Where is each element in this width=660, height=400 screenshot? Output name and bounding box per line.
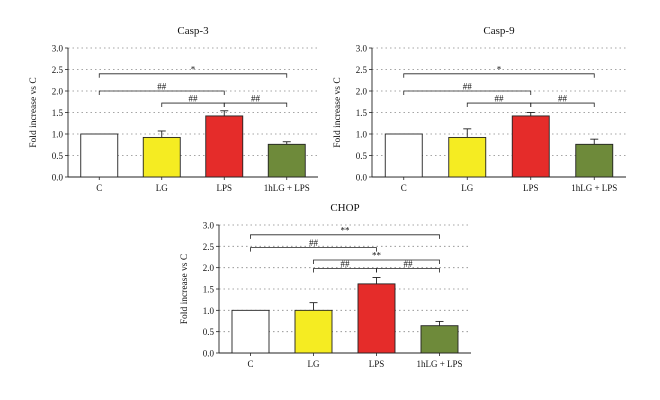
y-tick-label: 3.0	[356, 44, 368, 54]
x-tick-label: C	[401, 183, 407, 193]
significance-bracket	[98, 90, 225, 95]
y-tick-label: 2.5	[356, 65, 368, 75]
chart-panel-1: Casp-3 0.0 0.5 1.0 1.5 2.0 2.5 3.0 Fold increase…	[29, 25, 318, 193]
bar-3	[511, 115, 550, 178]
y-tick-label: 1.5	[52, 108, 64, 118]
significance-label: ##	[341, 259, 351, 269]
y-tick-label: 3.0	[52, 44, 64, 54]
x-tick-label: 1hLG + LPS	[416, 359, 462, 369]
y-tick-label: 0.5	[203, 327, 215, 337]
y-tick-label: 3.0	[203, 221, 215, 231]
significance-bracket	[250, 247, 377, 252]
x-tick-label: 1hLG + LPS	[264, 183, 310, 193]
y-tick-label: 0.0	[356, 173, 368, 183]
x-tick-label: 1hLG + LPS	[571, 183, 617, 193]
chart-panel-3: CHOP 0.0 0.5 1.0 1.5 2.0 2.5 3.0 Fold increase v…	[180, 202, 471, 369]
y-tick-label: 0.5	[52, 151, 64, 161]
significance-label: ##	[157, 82, 167, 92]
x-tick-label: C	[247, 359, 253, 369]
y-tick-label: 1.0	[356, 130, 368, 140]
y-tick-label: 2.5	[203, 242, 215, 252]
significance-bracket	[313, 259, 440, 264]
chart-panel-2: Casp-9 0.0 0.5 1.0 1.5 2.0 2.5 3.0 Fold increase…	[333, 25, 626, 193]
chart-title: Casp-3	[177, 25, 209, 37]
significance-bracket	[223, 102, 288, 108]
bar-4	[267, 143, 306, 178]
significance-label: ##	[251, 94, 261, 104]
bar-3	[357, 283, 396, 354]
significance-bracket	[403, 73, 595, 78]
x-tick-label: LPS	[216, 183, 232, 193]
chart-title: Casp-9	[483, 25, 515, 37]
y-axis-label: Fold increase vs C	[333, 77, 343, 147]
significance-label: *	[497, 64, 502, 74]
significance-bracket	[250, 234, 440, 239]
bar-2	[448, 136, 487, 178]
y-tick-label: 2.0	[203, 263, 215, 273]
significance-bracket	[376, 268, 440, 273]
bar-4	[420, 325, 459, 354]
significance-label: ##	[463, 82, 473, 92]
x-tick-label: C	[96, 183, 102, 193]
significance-label: ##	[189, 94, 199, 104]
y-tick-label: 2.5	[52, 65, 64, 75]
significance-bracket	[466, 102, 532, 108]
significance-bracket	[530, 102, 595, 108]
y-tick-label: 1.5	[203, 285, 215, 295]
bar-1	[80, 133, 119, 178]
x-tick-label: LPS	[523, 183, 539, 193]
significance-label: **	[341, 225, 351, 235]
y-axis-label: Fold increase vs C	[29, 77, 39, 147]
bar-1	[384, 133, 423, 178]
significance-label: ##	[558, 94, 568, 104]
bar-1	[231, 309, 270, 354]
significance-label: ##	[495, 94, 505, 104]
x-tick-label: LPS	[369, 359, 385, 369]
significance-bracket	[313, 268, 377, 273]
y-tick-label: 0.5	[356, 151, 368, 161]
y-tick-label: 1.5	[356, 108, 368, 118]
x-tick-label: LG	[156, 183, 168, 193]
y-tick-label: 0.0	[203, 349, 215, 359]
bar-2	[294, 309, 333, 354]
significance-label: *	[191, 64, 196, 74]
significance-bracket	[98, 73, 288, 78]
y-tick-label: 2.0	[52, 87, 64, 97]
y-tick-label: 0.0	[52, 173, 64, 183]
bar-4	[575, 143, 614, 178]
y-tick-label: 1.0	[52, 130, 64, 140]
significance-bracket	[161, 102, 225, 108]
x-tick-label: LG	[308, 359, 320, 369]
significance-label: ##	[309, 238, 319, 248]
y-axis-label: Fold increase vs C	[180, 254, 190, 324]
bar-2	[142, 136, 181, 178]
y-tick-label: 2.0	[356, 87, 368, 97]
significance-label: ##	[404, 259, 414, 269]
bar-3	[205, 115, 244, 178]
significance-label: **	[372, 250, 382, 260]
chart-title: CHOP	[330, 202, 359, 214]
significance-bracket	[403, 90, 532, 95]
y-tick-label: 1.0	[203, 306, 215, 316]
x-tick-label: LG	[461, 183, 473, 193]
